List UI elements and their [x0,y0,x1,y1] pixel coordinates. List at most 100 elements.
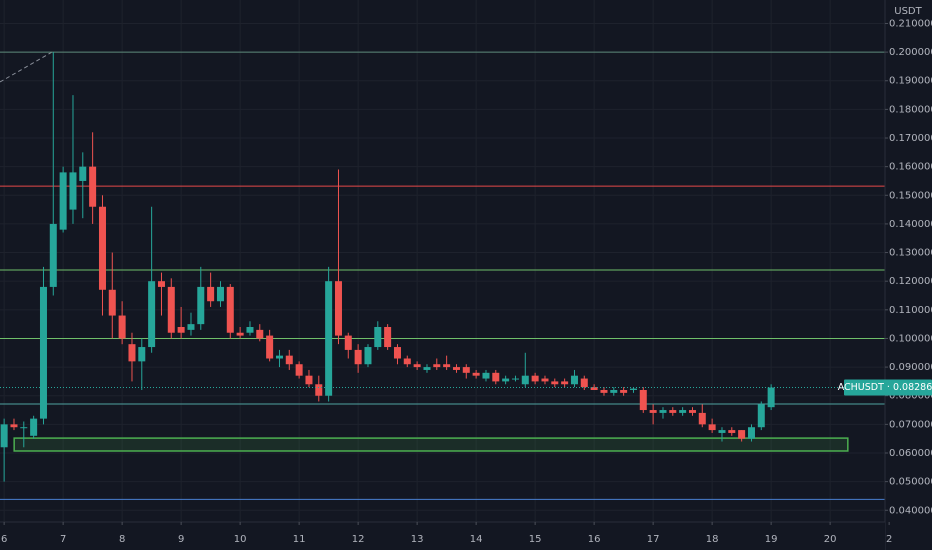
x-tick-label: 17 [647,534,660,545]
x-tick-label: 7 [60,534,66,545]
candle-body [738,430,746,439]
candle-body [20,427,28,429]
x-tick-label: 12 [352,534,365,545]
y-tick-label: 0.140000 [889,219,932,230]
y-tick-label: 0.110000 [889,305,932,316]
candle-body [325,281,333,396]
candle-body [747,427,755,439]
candle-body [580,378,588,388]
x-tick-label: 8 [119,534,125,545]
candle-body [551,381,559,385]
x-tick-label: 6 [1,534,7,545]
candle-body [688,410,696,413]
candle-body [128,344,136,362]
y-tick-label: 0.040000 [889,505,932,516]
candle-body [10,424,18,428]
candle-body [492,372,500,382]
candle-body [0,424,8,448]
candle-body [669,410,677,413]
candle-body [374,327,382,348]
candle-body [502,378,510,382]
candle-body [246,327,254,333]
plot-area [0,51,885,500]
candle-body [541,378,549,382]
candle-body [600,389,608,393]
y-tick-label: 0.120000 [889,276,932,287]
x-tick-label: 11 [293,534,306,545]
candle-body [49,223,57,287]
candle-body [167,286,175,333]
candle-body [423,367,431,370]
candle-body [344,335,352,350]
y-tick-label: 0.190000 [889,76,932,87]
candle-body [757,404,765,428]
candle-body [590,387,598,390]
last-price-tag [844,379,932,396]
candle-body [610,389,618,393]
x-tick-label: 10 [234,534,247,545]
y-tick-label: 0.070000 [889,419,932,430]
candle-body [403,358,411,365]
candle-body [79,166,87,181]
candle-body [295,364,303,376]
candle-body [30,418,38,436]
y-tick-label: 0.170000 [889,133,932,144]
candle-body [256,329,264,339]
x-tick-label: 18 [706,534,719,545]
candle-body [708,424,716,431]
candle-body [148,281,156,348]
candle-body [305,375,313,385]
x-tick-label: 15 [529,534,542,545]
candle-body [511,378,519,380]
candle-body [443,364,451,368]
candle-body [659,410,667,413]
candle-body [157,281,165,287]
y-tick-label: 0.160000 [889,162,932,173]
x-tick-label: 13 [411,534,424,545]
candle-body [531,375,539,382]
candle-body [521,375,529,385]
candle-body [561,381,569,385]
candle-body [138,347,146,362]
candle-body [285,355,293,365]
y-tick-label: 0.180000 [889,104,932,115]
y-tick-label: 0.200000 [889,47,932,58]
candle-body [207,286,215,302]
candle-body [226,286,234,333]
trend-line [0,51,53,83]
x-tick-label: 9 [178,534,184,545]
candle-body [728,430,736,433]
y-tick-label: 0.050000 [889,477,932,488]
candle-body [108,289,116,316]
candle-body [472,372,480,376]
candle-body [452,367,460,370]
candle-body [620,389,628,393]
x-tick-label: 2 [886,534,892,545]
candle-body [629,388,637,390]
y-tick-label: 0.080000 [889,391,932,402]
candle-body [275,355,283,359]
candle-body [393,347,401,359]
y-tick-label: 0.130000 [889,248,932,259]
candle-body [718,430,726,433]
y-tick-label: 0.210000 [889,18,932,29]
y-tick-label: 0.060000 [889,448,932,459]
grid [0,0,890,522]
candle-body [364,347,372,365]
candle-body [354,349,362,365]
candle-body [384,327,392,348]
candle-body [118,315,126,339]
time-axis-panel [0,522,885,550]
zone [13,437,849,452]
candle-body [482,372,490,379]
candle-body [570,375,578,385]
candle-body [698,412,706,425]
y-tick-label: 0.100000 [889,333,932,344]
candle-body [177,327,185,333]
axis-unit: USDT [894,6,922,17]
y-tick-label: 0.150000 [889,190,932,201]
candle-body [679,410,687,413]
